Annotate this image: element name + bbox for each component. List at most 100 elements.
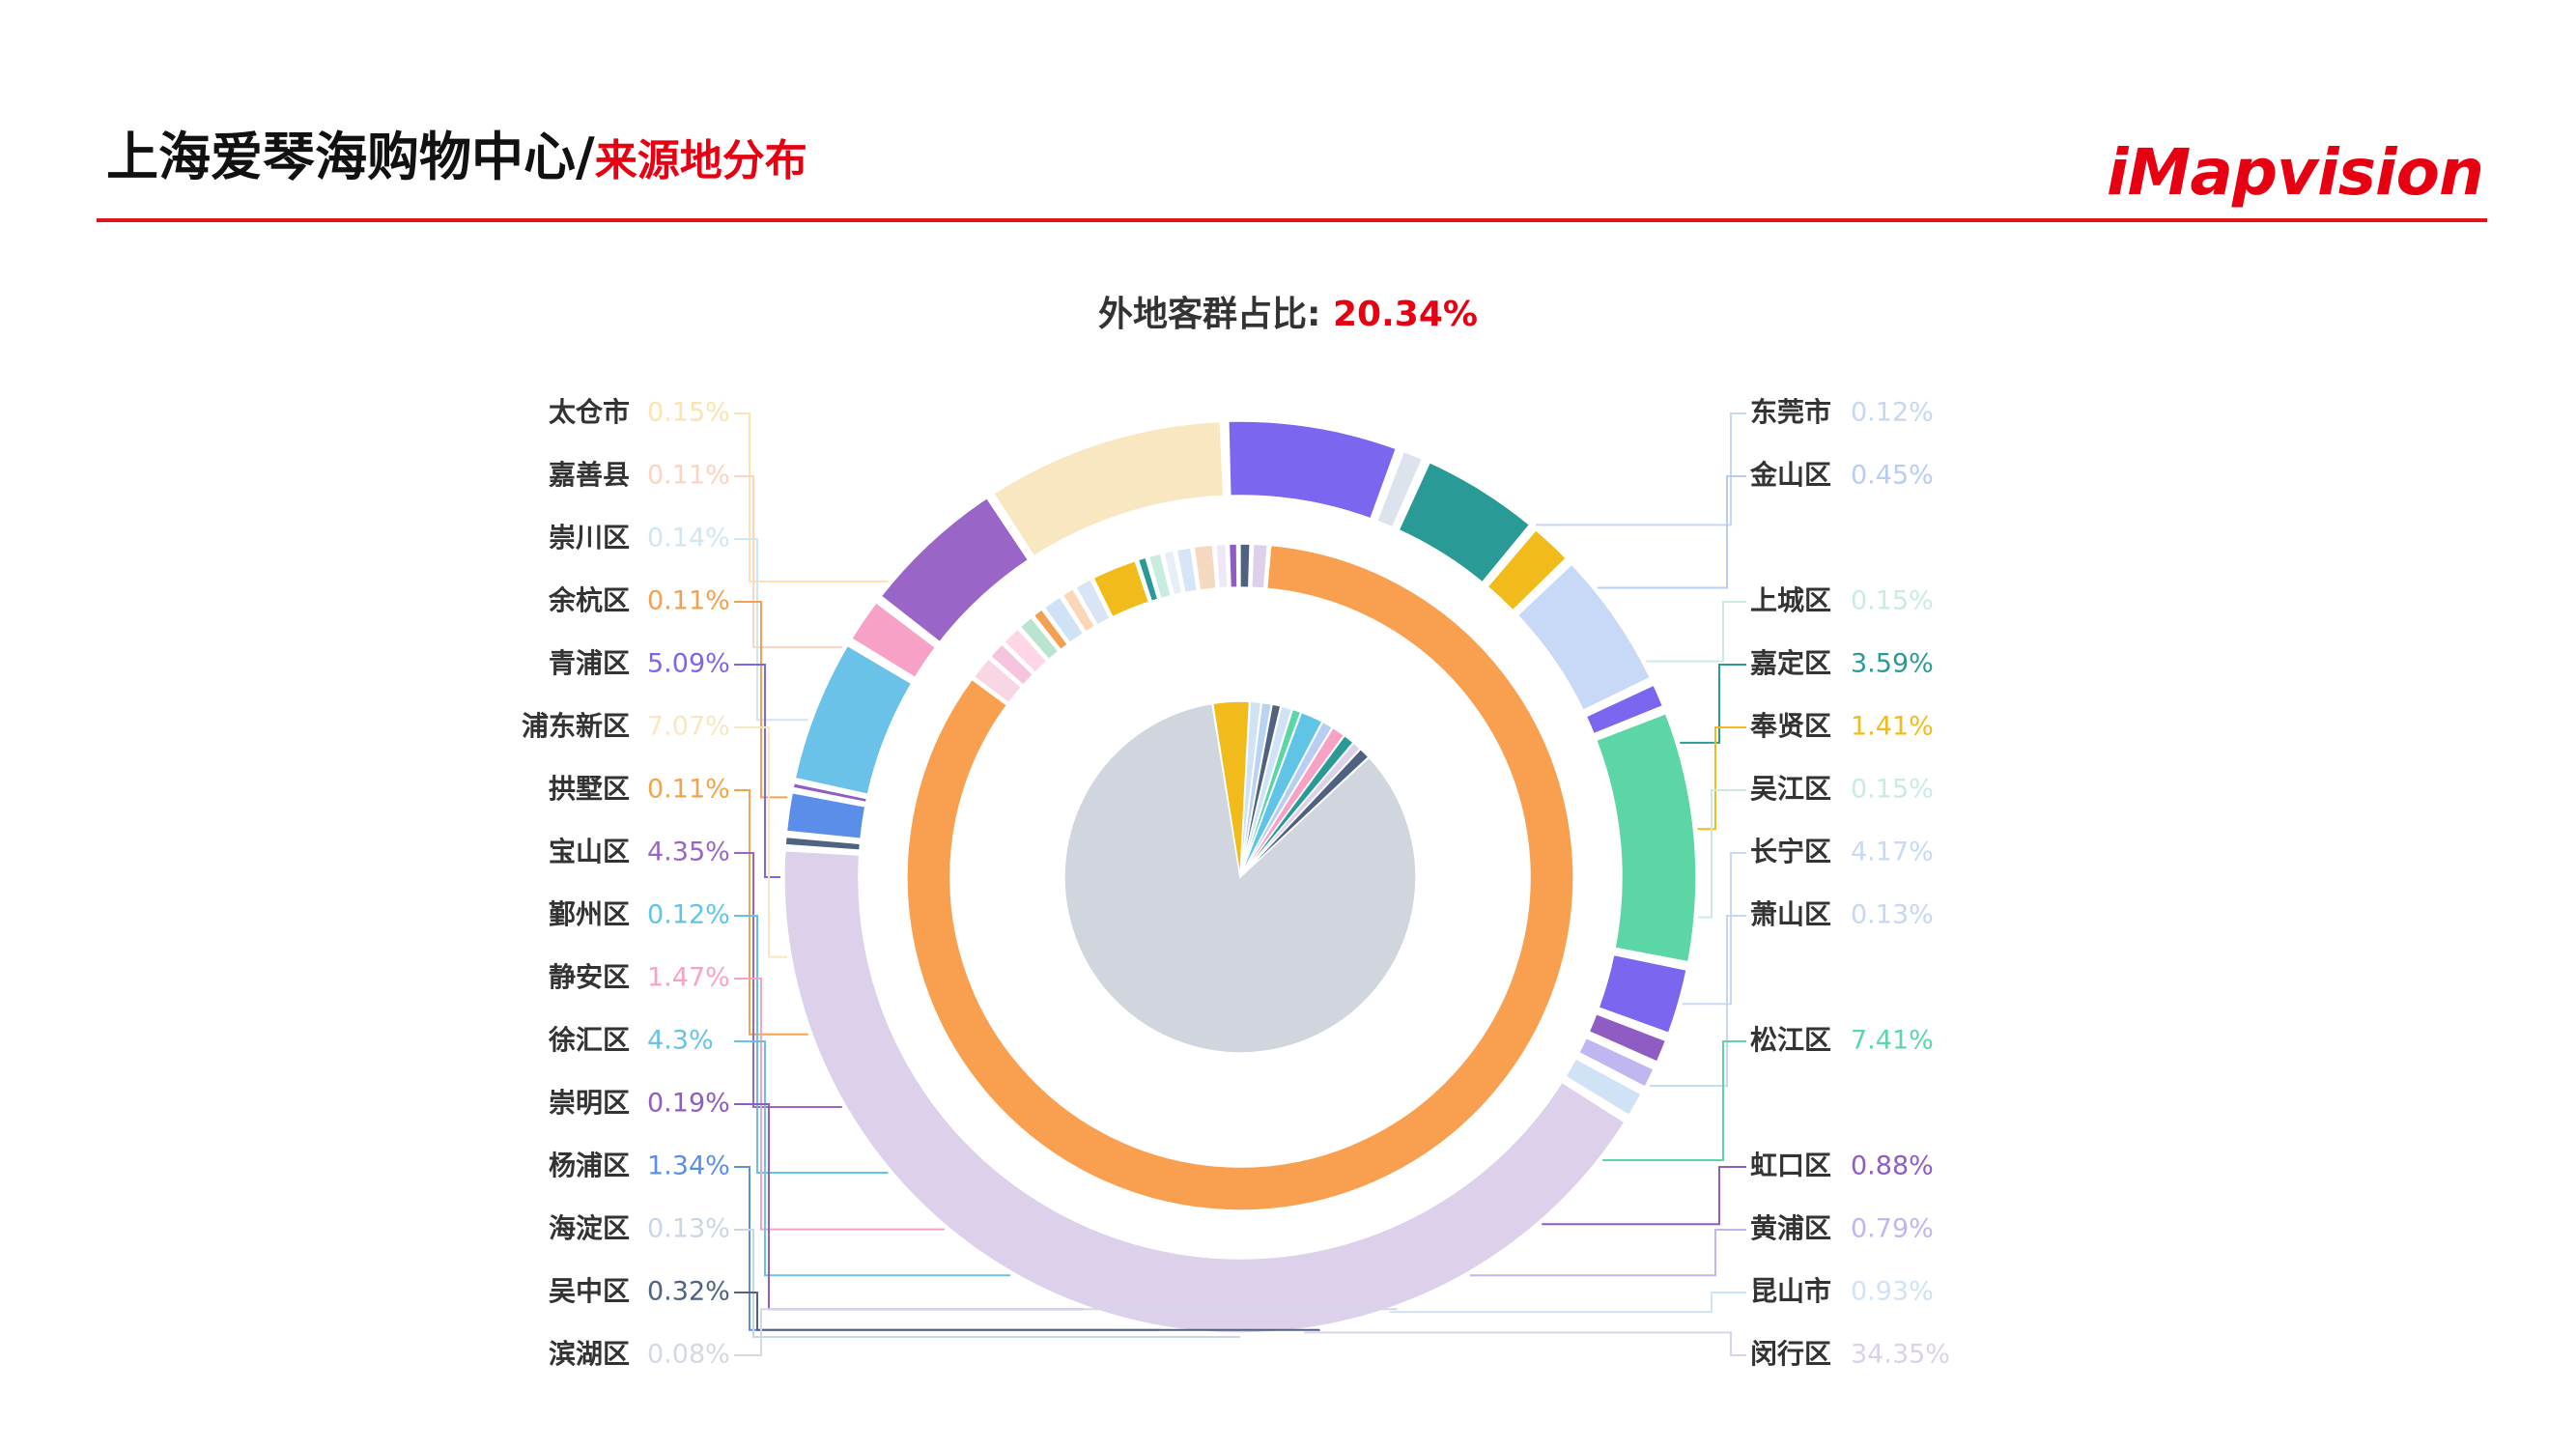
- legend-name: 吴江区: [1750, 773, 1831, 805]
- middle-ring-slice-14: [1193, 544, 1217, 591]
- legend-item-left-1: 嘉善县 0.11%: [549, 459, 842, 648]
- outer-ring-slice-14: [1595, 712, 1697, 963]
- outer-ring-slice-11: [1486, 528, 1568, 611]
- outer-ring-slice-8: [1228, 420, 1398, 520]
- legend-value: 0.11%: [647, 461, 730, 491]
- legend-item-left-2: 崇川区 0.14%: [549, 522, 808, 722]
- legend-name: 闵行区: [1750, 1338, 1831, 1370]
- legend-item-right-10: 黄浦区 0.79%: [1470, 1212, 1934, 1277]
- middle-ring-slice-11: [1147, 553, 1173, 600]
- middle-ring-slice-5: [1033, 608, 1069, 651]
- middle-ring-slice-12: [1162, 550, 1183, 596]
- legend-item-left-0: 太仓市 0.15%: [549, 396, 889, 583]
- subtitle-label: 外地客群占比:: [1098, 295, 1321, 334]
- legend-item-right-4: 奉贤区 1.41%: [1697, 710, 1934, 831]
- outer-ring-slice-3: [792, 781, 868, 804]
- leader-line: [734, 412, 889, 583]
- leader-line: [734, 601, 788, 799]
- middle-ring-slice-3: [1003, 628, 1048, 674]
- legend-item-left-13: 海淀区 0.13%: [549, 1212, 1240, 1338]
- leader-line: [1389, 1292, 1746, 1314]
- legend-name: 奉贤区: [1750, 710, 1831, 742]
- legend-item-left-15: 滨湖区 0.08%: [549, 1308, 1398, 1370]
- legend-value: 7.41%: [1851, 1026, 1934, 1056]
- legend-value: 0.14%: [647, 524, 730, 554]
- legend-name: 嘉善县: [549, 459, 630, 491]
- legend-item-right-3: 嘉定区 3.59%: [1680, 647, 1934, 744]
- legend-item-right-1: 金山区 0.45%: [1597, 459, 1934, 589]
- inner-pie-slice-12: [1239, 748, 1370, 878]
- legend-value: 0.08%: [647, 1340, 730, 1370]
- middle-ring-slice-2: [989, 642, 1034, 687]
- legend-item-left-3: 余杭区 0.11%: [548, 584, 788, 799]
- legend-item-right-9: 虹口区 0.88%: [1542, 1150, 1934, 1226]
- middle-ring-slice-10: [1137, 556, 1159, 603]
- leader-line: [734, 852, 842, 1108]
- legend-name: 海淀区: [549, 1212, 630, 1244]
- legend-name: 鄞州区: [549, 898, 630, 930]
- legend-item-left-8: 鄞州区 0.12%: [549, 898, 889, 1174]
- chart-subtitle: 外地客群占比: 20.34%: [0, 286, 2576, 336]
- leader-line: [1602, 1040, 1746, 1162]
- legend-item-right-7: 萧山区 0.13%: [1650, 898, 1934, 1088]
- legend-name: 崇川区: [549, 522, 630, 554]
- legend-value: 0.13%: [1851, 900, 1934, 930]
- leader-line: [734, 1229, 1240, 1338]
- leader-line: [1470, 1229, 1746, 1277]
- legend-value: 0.11%: [647, 586, 730, 616]
- legend-item-right-11: 昆山市 0.93%: [1389, 1275, 1934, 1314]
- legend-value: 0.11%: [647, 775, 730, 805]
- legend-name: 嘉定区: [1750, 647, 1831, 679]
- legend-item-left-4: 青浦区 5.09%: [549, 647, 780, 878]
- page-title: 上海爱琴海购物中心/来源地分布: [106, 114, 807, 190]
- leader-line: [1650, 915, 1746, 1088]
- legend-value: 5.09%: [647, 649, 730, 679]
- legend-item-right-2: 上城区 0.15%: [1646, 584, 1934, 663]
- middle-ring-slice-18: [1251, 543, 1269, 589]
- leader-line: [1597, 475, 1746, 589]
- legend-item-left-10: 徐汇区 4.3%: [548, 1024, 1010, 1277]
- leader-line: [1698, 789, 1746, 919]
- outer-ring-slice-1: [784, 836, 862, 851]
- legend-value: 4.3%: [647, 1026, 714, 1056]
- legend-name: 滨湖区: [549, 1338, 630, 1370]
- subtitle-value: 20.34%: [1333, 295, 1478, 334]
- legend-item-right-6: 长宁区 4.17%: [1682, 836, 1934, 1006]
- legend-value: 4.35%: [647, 838, 730, 867]
- leader-line: [734, 1308, 1398, 1356]
- legend-item-right-8: 松江区 7.41%: [1602, 1024, 1934, 1162]
- legend-value: 0.32%: [647, 1277, 730, 1307]
- leader-line: [1680, 664, 1746, 744]
- legend-item-left-11: 崇明区 0.19%: [549, 1087, 1084, 1311]
- outer-ring-slice-10: [1398, 461, 1531, 583]
- outer-ring-slice-12: [1516, 562, 1652, 712]
- middle-ring-slice-9: [1091, 559, 1150, 618]
- legend-name: 青浦区: [549, 647, 630, 679]
- legend-name: 浦东新区: [522, 710, 630, 742]
- legend-name: 黄浦区: [1750, 1212, 1831, 1244]
- outer-ring-slice-9: [1375, 450, 1424, 528]
- legend-name: 萧山区: [1750, 898, 1831, 930]
- outer-ring-slice-16: [1588, 1012, 1667, 1064]
- legend-value: 0.19%: [647, 1089, 730, 1119]
- legend-value: 1.34%: [647, 1151, 730, 1181]
- leader-line: [1542, 1166, 1746, 1226]
- leader-line: [1535, 412, 1746, 526]
- legend-name: 徐汇区: [548, 1024, 630, 1056]
- leader-line: [734, 1040, 1010, 1277]
- legend-item-right-0: 东莞市 0.12%: [1535, 396, 1934, 526]
- legend-name: 虹口区: [1750, 1150, 1831, 1181]
- page-title-main: 上海爱琴海购物中心/: [106, 127, 595, 187]
- legend-value: 0.88%: [1851, 1151, 1934, 1181]
- middle-ring-slice-4: [1019, 616, 1060, 661]
- leader-line: [734, 915, 889, 1174]
- legend-item-left-14: 吴中区 0.32%: [549, 1275, 1320, 1331]
- legend-value: 0.12%: [647, 900, 730, 930]
- legend-value: 0.13%: [647, 1214, 730, 1244]
- legend-name: 拱墅区: [549, 773, 630, 805]
- legend-name: 东莞市: [1750, 396, 1831, 428]
- outer-ring-slice-0: [783, 849, 1627, 1334]
- leader-line: [1682, 852, 1746, 1006]
- leader-line: [734, 664, 780, 878]
